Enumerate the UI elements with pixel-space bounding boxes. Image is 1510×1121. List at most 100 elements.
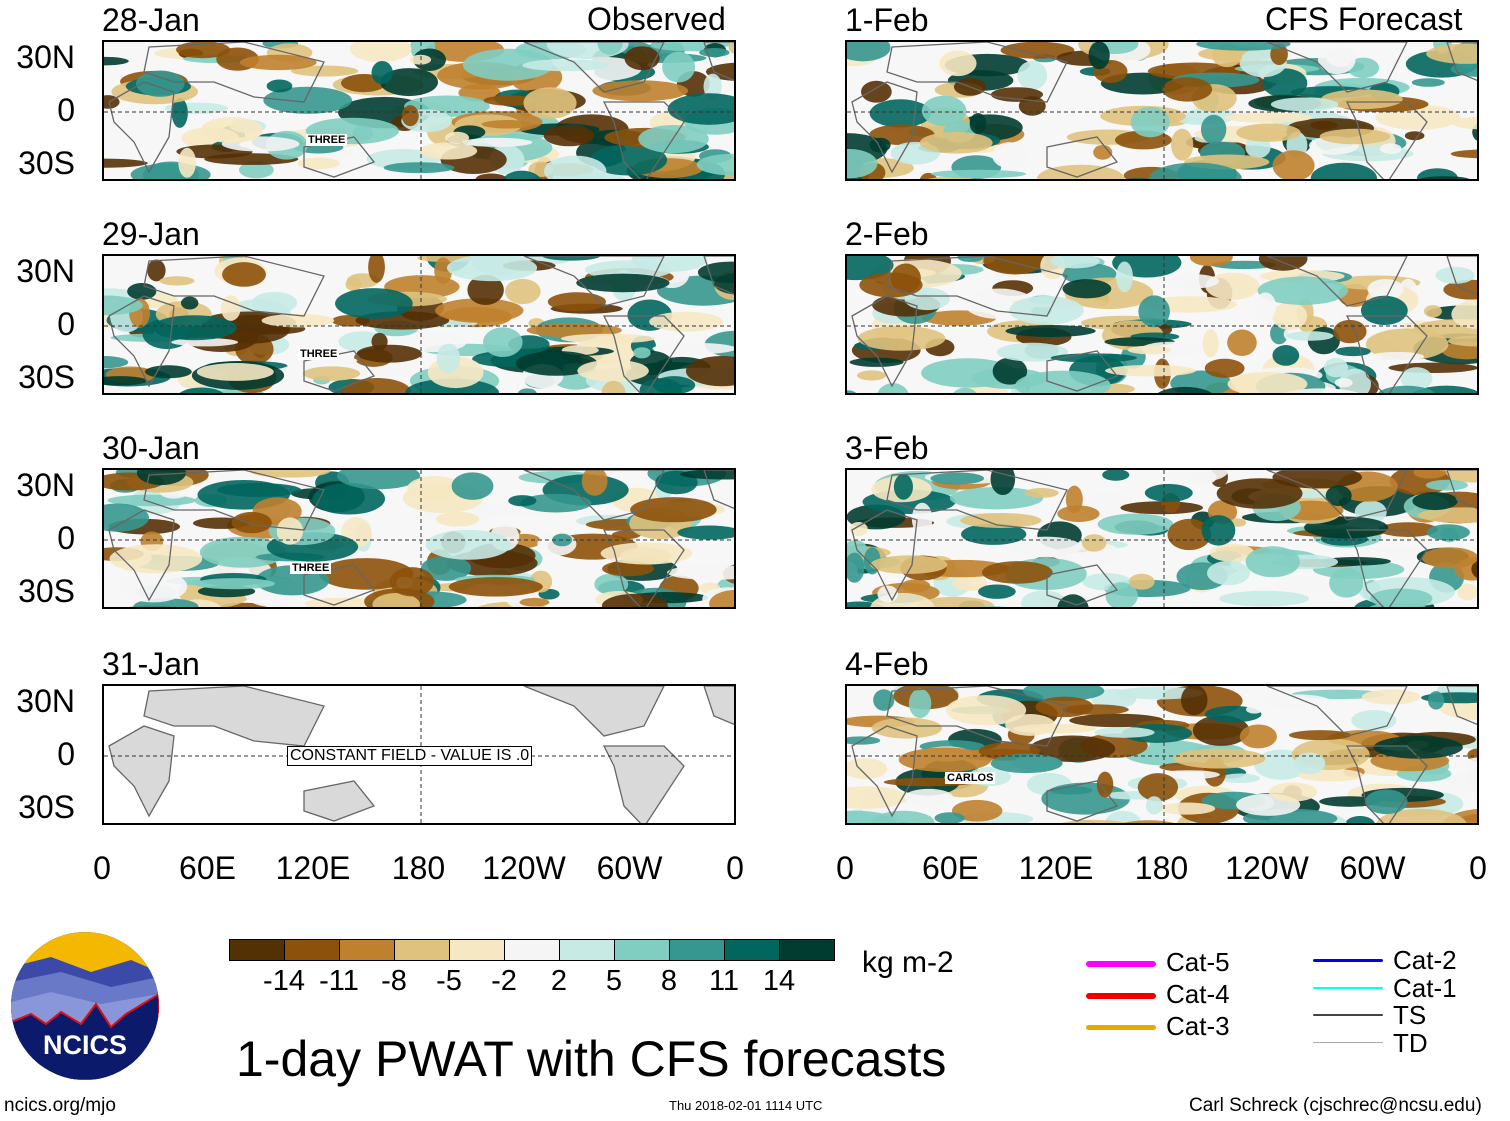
continent-outline bbox=[886, 470, 1068, 531]
lon-tick-label: 60E bbox=[179, 850, 236, 886]
pwat-anomaly-blob bbox=[1096, 771, 1114, 798]
pwat-anomaly-blob bbox=[350, 42, 412, 63]
continent-outline bbox=[143, 470, 325, 531]
pwat-anomaly-blob bbox=[1219, 590, 1310, 607]
pwat-anomaly-blob bbox=[633, 347, 651, 359]
pwat-anomaly-blob bbox=[1209, 543, 1255, 562]
pwat-anomaly-blob bbox=[600, 542, 693, 565]
pwat-anomaly-blob bbox=[1426, 43, 1477, 64]
pwat-anomaly-blob bbox=[180, 296, 199, 310]
pwat-anomaly-blob bbox=[1065, 485, 1083, 514]
pwat-anomaly-blob bbox=[857, 370, 887, 381]
pwat-anomaly-blob bbox=[1224, 112, 1313, 123]
pwat-anomaly-blob bbox=[419, 142, 478, 160]
credit: Carl Schreck (cjschrec@ncsu.edu) bbox=[1189, 1095, 1482, 1116]
colorbar-tick: 5 bbox=[605, 965, 623, 997]
pwat-anomaly-blob bbox=[921, 358, 1016, 388]
lat-tick-label: 30S bbox=[18, 359, 75, 395]
pwat-anomaly-blob bbox=[977, 584, 1016, 599]
pwat-anomaly-blob bbox=[409, 54, 432, 65]
pwat-anomaly-blob bbox=[1369, 351, 1425, 362]
pwat-anomaly-blob bbox=[1333, 319, 1367, 344]
pwat-anomaly-blob bbox=[872, 810, 935, 823]
pwat-anomaly-blob bbox=[1158, 802, 1216, 815]
pwat-anomaly-blob bbox=[1450, 149, 1477, 159]
pwat-anomaly-blob bbox=[1411, 78, 1445, 87]
colorbar-tick: -2 bbox=[491, 965, 517, 997]
pwat-anomaly-blob bbox=[368, 256, 385, 283]
pwat-anomaly-blob bbox=[1116, 261, 1133, 293]
pwat-anomaly-blob bbox=[930, 472, 985, 485]
continent-outline bbox=[1345, 529, 1428, 607]
pwat-anomaly-blob bbox=[953, 387, 977, 393]
pwat-anomaly-blob bbox=[847, 42, 891, 62]
legend-line bbox=[1313, 959, 1383, 962]
pwat-anomaly-blob bbox=[1246, 704, 1263, 714]
pwat-anomaly-blob bbox=[728, 42, 734, 54]
pwat-anomaly-blob bbox=[483, 95, 537, 106]
pwat-anomaly-blob bbox=[1462, 757, 1477, 771]
pwat-anomaly-blob bbox=[1421, 547, 1477, 569]
pwat-anomaly-blob bbox=[847, 390, 857, 393]
pwat-anomaly-blob bbox=[1425, 479, 1469, 491]
legend-line bbox=[1313, 1014, 1383, 1016]
storm-label: THREE bbox=[306, 134, 348, 146]
pwat-anomaly-blob bbox=[857, 326, 946, 351]
colorbar-swatch bbox=[779, 939, 835, 961]
continent-outline bbox=[303, 350, 376, 392]
pwat-anomaly-blob bbox=[1268, 782, 1318, 802]
pwat-anomaly-blob bbox=[1094, 727, 1155, 738]
pwat-anomaly-blob bbox=[104, 295, 143, 316]
pwat-anomaly-blob bbox=[104, 158, 148, 168]
pwat-anomaly-blob bbox=[1137, 773, 1179, 802]
pwat-anomaly-blob bbox=[847, 736, 881, 745]
pwat-anomaly-blob bbox=[624, 46, 660, 71]
pwat-anomaly-blob bbox=[930, 169, 1027, 179]
pwat-anomaly-blob bbox=[1443, 279, 1477, 300]
pwat-anomaly-blob bbox=[1206, 560, 1251, 586]
pwat-anomaly-blob bbox=[1325, 485, 1352, 507]
pwat-anomaly-blob bbox=[1138, 295, 1170, 328]
pwat-anomaly-blob bbox=[261, 313, 335, 328]
lat-tick-label: 30N bbox=[16, 253, 75, 289]
pwat-anomaly-blob bbox=[1471, 560, 1477, 578]
pwat-anomaly-blob bbox=[1452, 116, 1477, 130]
site-link[interactable]: ncics.org/mjo bbox=[4, 1095, 116, 1116]
pwat-anomaly-blob bbox=[1145, 796, 1163, 815]
pwat-anomaly-blob bbox=[1376, 808, 1467, 823]
pwat-anomaly-blob bbox=[1258, 256, 1308, 271]
pwat-anomaly-blob bbox=[119, 570, 188, 603]
pwat-anomaly-blob bbox=[372, 593, 420, 607]
map-panel: CONSTANT FIELD - VALUE IS .0 bbox=[102, 684, 736, 825]
lat-tick-label: 30S bbox=[18, 145, 75, 181]
continent-outline bbox=[523, 256, 665, 307]
pwat-anomaly-blob bbox=[990, 87, 1044, 102]
pwat-anomaly-blob bbox=[996, 342, 1068, 362]
map-panel bbox=[845, 40, 1479, 181]
continent-outline bbox=[1046, 350, 1119, 392]
pwat-anomaly-blob bbox=[639, 378, 683, 393]
pwat-anomaly-blob bbox=[699, 48, 730, 57]
pwat-anomaly-blob bbox=[592, 80, 689, 102]
pwat-anomaly-blob bbox=[502, 170, 541, 179]
continent-outline bbox=[1345, 315, 1428, 393]
pwat-anomaly-blob bbox=[1201, 515, 1236, 546]
pwat-anomaly-blob bbox=[869, 99, 932, 128]
pwat-anomaly-blob bbox=[919, 131, 993, 154]
pwat-anomaly-blob bbox=[960, 512, 1042, 528]
pwat-anomaly-blob bbox=[1057, 505, 1100, 523]
pwat-anomaly-blob bbox=[542, 256, 601, 261]
pwat-anomaly-blob bbox=[194, 578, 275, 590]
pwat-anomaly-blob bbox=[1347, 57, 1380, 79]
pwat-anomaly-blob bbox=[870, 555, 948, 574]
lat-tick-label: 0 bbox=[57, 306, 75, 342]
pwat-anomaly-blob bbox=[1334, 378, 1353, 388]
pwat-anomaly-blob bbox=[1271, 576, 1329, 594]
pwat-anomaly-blob bbox=[425, 529, 511, 560]
pwat-anomaly-blob bbox=[144, 365, 192, 379]
pwat-anomaly-blob bbox=[697, 261, 734, 284]
pwat-anomaly-blob bbox=[251, 291, 298, 314]
pwat-anomaly-blob bbox=[481, 120, 533, 129]
pwat-anomaly-blob bbox=[1189, 256, 1233, 267]
pwat-anomaly-blob bbox=[462, 48, 554, 81]
